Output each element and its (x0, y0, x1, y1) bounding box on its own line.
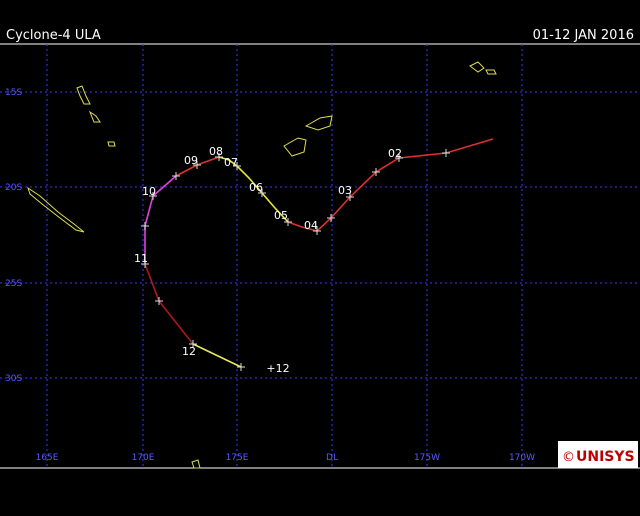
track-point (141, 260, 149, 268)
day-label: +12 (266, 362, 289, 375)
lat-label: 15S (5, 88, 22, 98)
track-point (215, 153, 223, 161)
island (485, 69, 497, 75)
day-label: 06 (249, 181, 263, 194)
track-point (346, 193, 354, 201)
lat-label: 20S (5, 183, 22, 193)
island (76, 85, 91, 105)
lon-label: 165E (36, 453, 59, 463)
track-point (149, 192, 157, 200)
track-segment (144, 175, 177, 264)
track-point (327, 214, 335, 222)
day-label: 11 (134, 252, 148, 265)
track-points (141, 149, 450, 371)
date: 01-12 JAN 2016 (533, 28, 634, 43)
island (304, 115, 333, 131)
track-point (395, 154, 403, 162)
track-point (258, 189, 266, 197)
track-point (237, 363, 245, 371)
lat-label: 30S (5, 374, 22, 384)
track-point (313, 227, 321, 235)
day-label: 10 (142, 185, 156, 198)
day-label: 08 (209, 145, 223, 158)
track-point (284, 218, 292, 226)
logo-box (558, 441, 638, 468)
track-point (155, 297, 163, 305)
island (88, 110, 101, 123)
lon-label: DL (326, 453, 338, 463)
day-label: 02 (388, 147, 402, 160)
track-point (193, 161, 201, 169)
day-label: 05 (274, 209, 288, 222)
day-label: 04 (304, 219, 318, 232)
track-segment (192, 343, 242, 368)
island (191, 459, 201, 469)
track-point (189, 340, 197, 348)
island (27, 186, 85, 233)
day-label: 03 (338, 184, 352, 197)
logo-name: UNISYS (576, 449, 635, 465)
track-point (172, 172, 180, 180)
day-label: 12 (182, 345, 196, 358)
track-point (233, 162, 241, 170)
track-point (372, 168, 380, 176)
island (107, 141, 116, 147)
title: Cyclone-4 ULA (6, 28, 101, 43)
island (283, 137, 307, 157)
lon-label: 175W (414, 453, 440, 463)
day-label: 09 (184, 154, 198, 167)
track-point (141, 222, 149, 230)
track-point (442, 149, 450, 157)
island (469, 61, 485, 73)
land (27, 61, 497, 469)
lat-label: 25S (5, 279, 22, 289)
lon-label: 170E (132, 453, 155, 463)
lon-label: 175E (226, 453, 249, 463)
day-label: 07 (224, 156, 238, 169)
logo-symbol: © (562, 450, 575, 465)
track-segment (218, 156, 289, 223)
grid (0, 44, 640, 468)
lon-label: 170W (509, 453, 535, 463)
